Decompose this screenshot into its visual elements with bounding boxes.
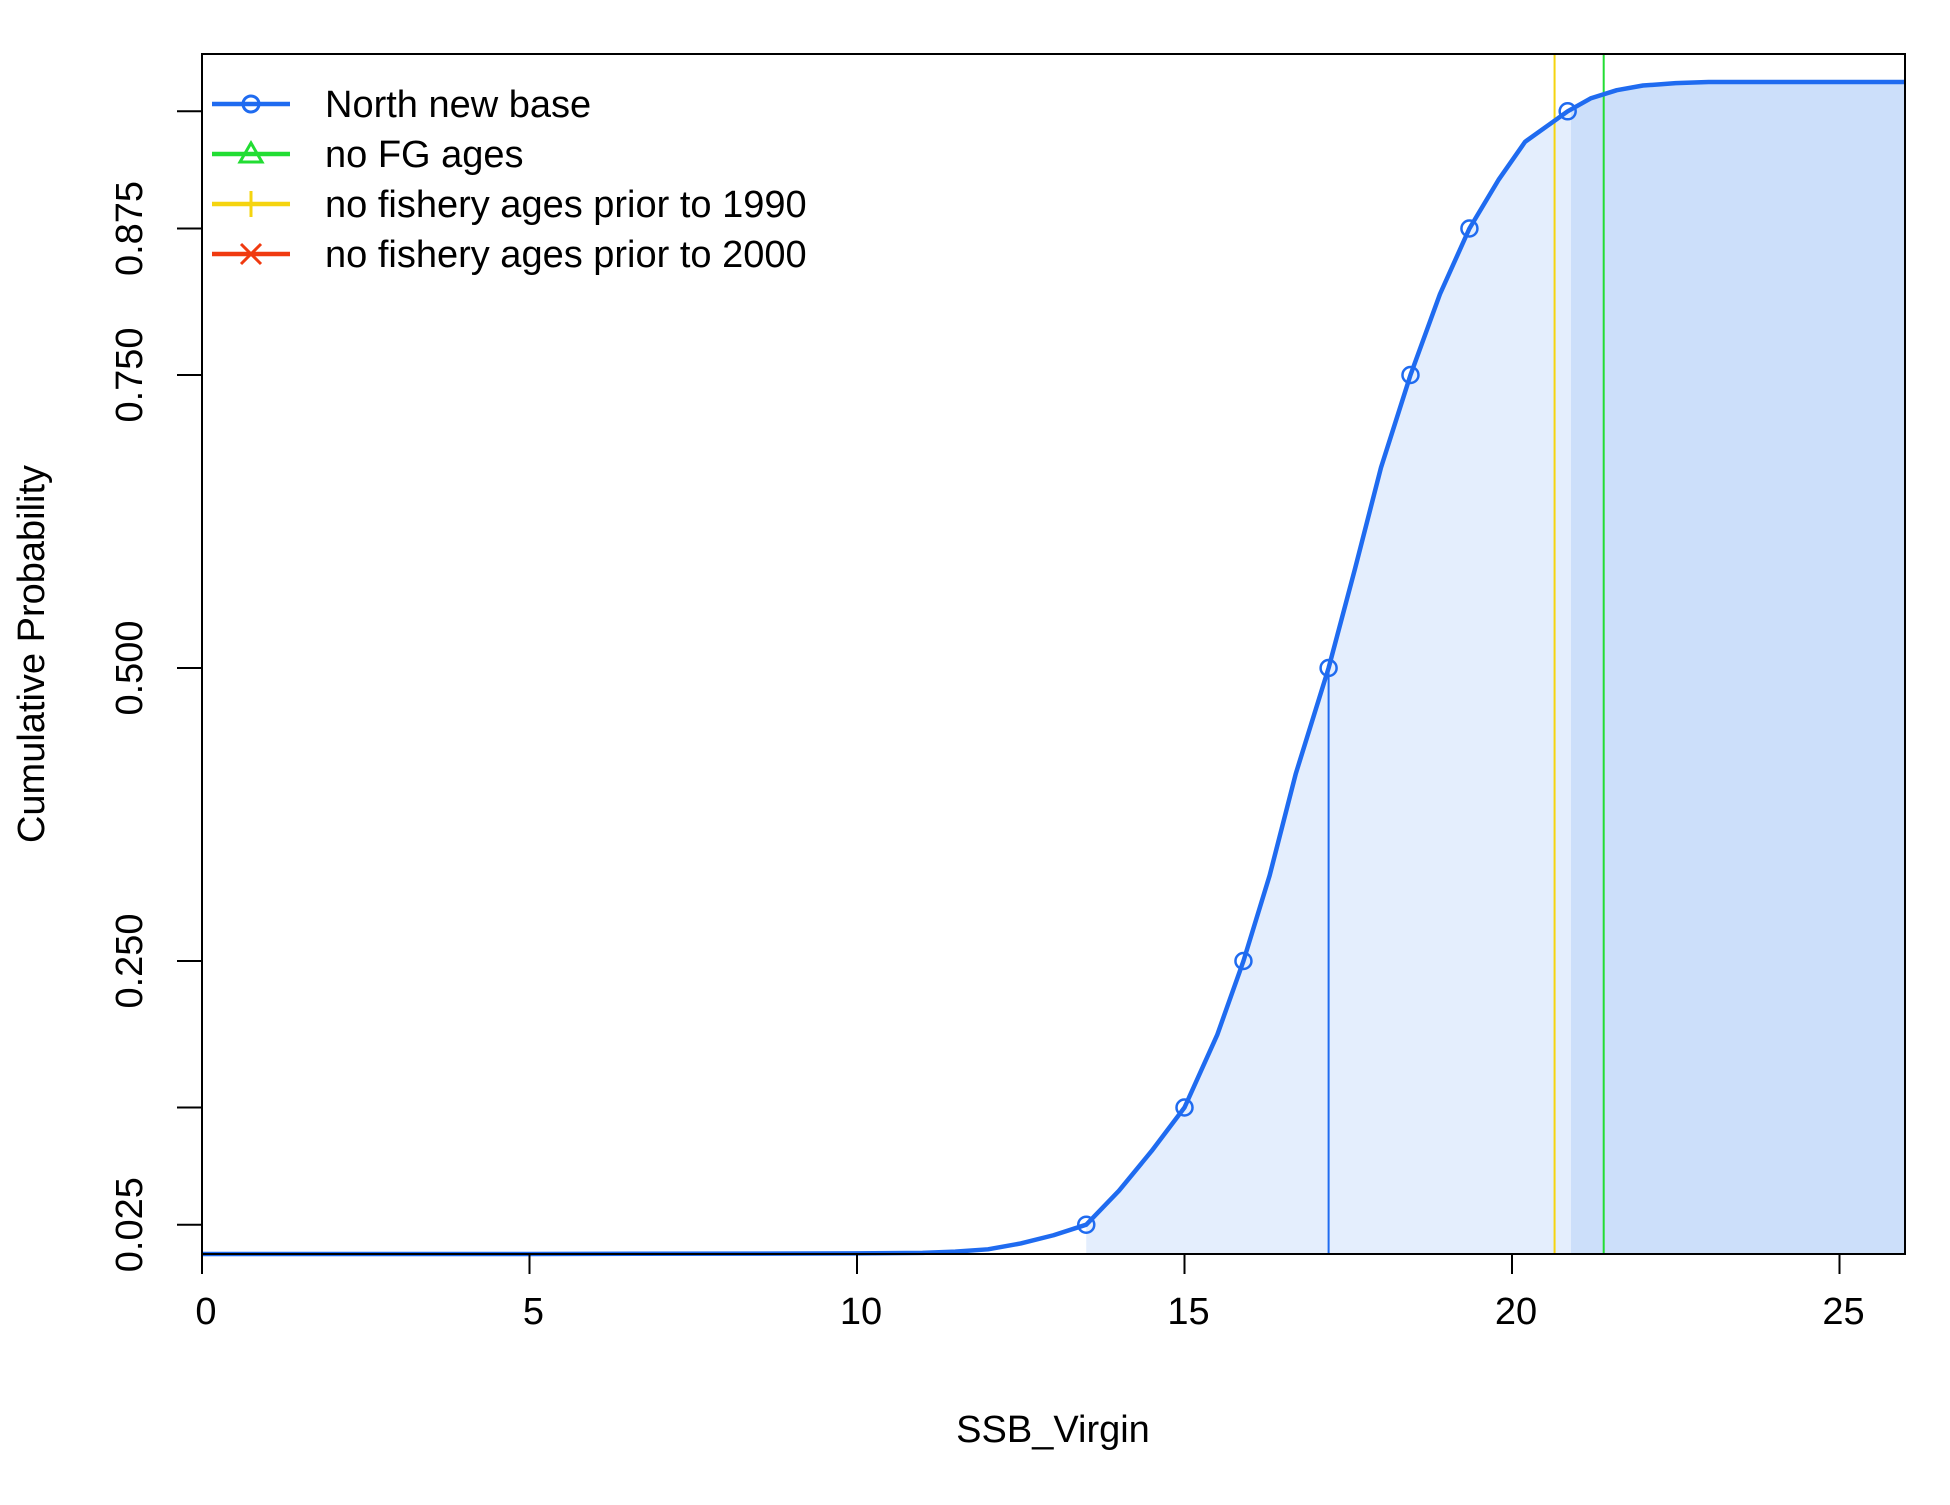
x-tick-label: 10 — [840, 1291, 882, 1333]
legend-item: North new base — [212, 84, 591, 126]
legend-label: no fishery ages prior to 2000 — [325, 234, 807, 276]
y-tick-label: 0.500 — [109, 620, 151, 715]
data-point — [1175, 1098, 1194, 1117]
legend-marker — [241, 94, 261, 114]
x-tick-label: 0 — [195, 1291, 216, 1333]
data-point — [1234, 951, 1253, 971]
reference-lines-layer — [1327, 54, 1605, 1254]
x-tick-label: 5 — [523, 1291, 544, 1333]
data-point — [1558, 102, 1577, 121]
series-line-north-new-base — [202, 79, 1905, 1257]
upper-tail-fill — [1570, 54, 1905, 1254]
y-axis-label: Cumulative Probability — [11, 465, 53, 843]
legend-marker — [237, 140, 265, 164]
legend-marker — [239, 242, 263, 266]
series-layer — [202, 79, 1905, 1257]
x-tick-label: 20 — [1495, 1291, 1537, 1333]
data-point — [1319, 658, 1338, 678]
data-point — [1460, 219, 1479, 238]
x-tick-label: 25 — [1822, 1291, 1864, 1333]
data-point — [1077, 1215, 1096, 1234]
y-tick-label: 0.750 — [109, 327, 151, 422]
y-axis: 0.025 0.250 0.500 0.750 0.875 — [109, 110, 203, 1272]
legend-label: North new base — [325, 84, 591, 126]
y-tick-label: 0.875 — [109, 181, 151, 276]
probability-fill-layer — [1086, 54, 1905, 1255]
legend-label: no FG ages — [325, 134, 524, 176]
data-point — [1401, 365, 1420, 385]
y-tick-label: 0.250 — [109, 913, 151, 1008]
y-tick-label: 0.025 — [109, 1177, 151, 1272]
x-tick-label: 15 — [1167, 1291, 1209, 1333]
legend-item: no fishery ages prior to 2000 — [212, 234, 807, 276]
legend: North new base no FG ages no fishery ages … — [212, 84, 807, 276]
x-axis: 0 5 10 15 20 25 — [195, 1253, 1865, 1333]
legend-label: no fishery ages prior to 1990 — [325, 184, 807, 226]
x-axis-label: SSB_Virgin — [956, 1409, 1150, 1451]
legend-item: no fishery ages prior to 1990 — [212, 184, 807, 226]
legend-item: no FG ages — [212, 134, 524, 176]
